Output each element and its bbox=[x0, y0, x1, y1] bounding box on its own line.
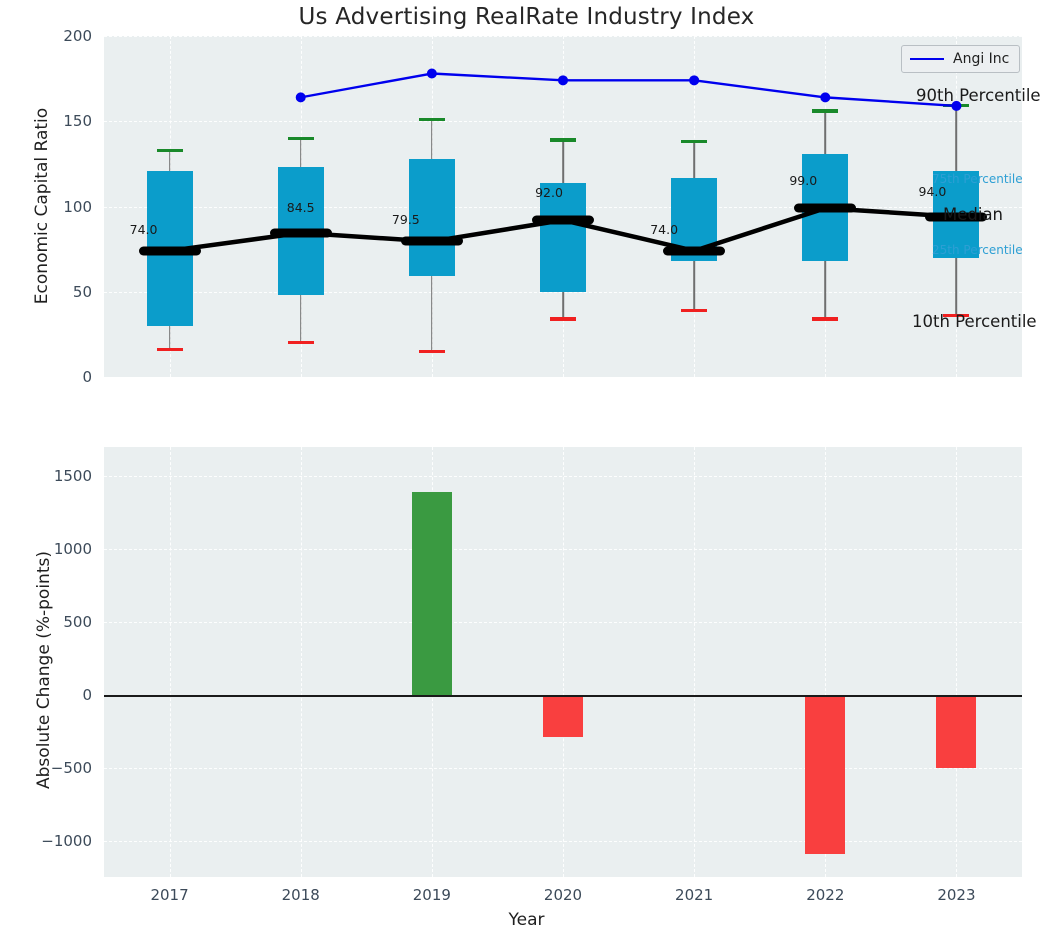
chart-title: Us Advertising RealRate Industry Index bbox=[0, 4, 1053, 30]
top-y-tick-label: 0 bbox=[14, 368, 92, 386]
bottom-y-tick-label: 1500 bbox=[14, 467, 92, 485]
x-tick-label-2019: 2019 bbox=[413, 886, 451, 904]
economic-capital-ratio-panel: 74.084.579.592.074.099.094.0 bbox=[104, 36, 1022, 377]
angi-inc-data-point bbox=[558, 75, 568, 85]
legend-label-angi-inc: Angi Inc bbox=[953, 51, 1009, 67]
bottom-vertical-gridline bbox=[694, 447, 695, 877]
legend-line-swatch bbox=[910, 58, 944, 60]
top-y-axis-label: Economic Capital Ratio bbox=[32, 56, 52, 356]
annotation-75th-percentile: 75th Percentile bbox=[932, 172, 1023, 186]
chart-legend[interactable]: Angi Inc bbox=[901, 45, 1020, 73]
annotation-median: Median bbox=[943, 205, 1003, 224]
absolute-change-bar-2020 bbox=[543, 695, 583, 737]
x-tick-label-2023: 2023 bbox=[937, 886, 975, 904]
x-tick-label-2020: 2020 bbox=[544, 886, 582, 904]
absolute-change-bar-2019 bbox=[412, 492, 452, 695]
median-value-label: 92.0 bbox=[535, 185, 563, 200]
bottom-vertical-gridline bbox=[563, 447, 564, 877]
median-value-label: 99.0 bbox=[789, 173, 817, 188]
median-value-label: 74.0 bbox=[650, 222, 678, 237]
bottom-vertical-gridline bbox=[956, 447, 957, 877]
angi-inc-data-point bbox=[427, 69, 437, 79]
x-tick-label-2018: 2018 bbox=[282, 886, 320, 904]
zero-baseline bbox=[104, 695, 1022, 697]
angi-inc-series-line bbox=[301, 74, 957, 106]
annotation-90th-percentile: 90th Percentile bbox=[916, 86, 1041, 105]
angi-inc-data-point bbox=[296, 92, 306, 102]
bottom-y-axis-label: Absolute Change (%-points) bbox=[34, 500, 54, 840]
x-tick-label-2022: 2022 bbox=[806, 886, 844, 904]
annotation-25th-percentile: 25th Percentile bbox=[932, 243, 1023, 257]
absolute-change-bar-2022 bbox=[805, 695, 845, 854]
x-tick-label-2021: 2021 bbox=[675, 886, 713, 904]
absolute-change-bar-2023 bbox=[936, 695, 976, 768]
top-y-tick-label: 200 bbox=[14, 27, 92, 45]
median-value-label: 84.5 bbox=[287, 200, 315, 215]
x-axis-label: Year bbox=[0, 910, 1053, 930]
x-tick-label-2017: 2017 bbox=[150, 886, 188, 904]
annotation-10th-percentile: 10th Percentile bbox=[912, 312, 1037, 331]
angi-inc-data-point bbox=[689, 75, 699, 85]
bottom-vertical-gridline bbox=[301, 447, 302, 877]
top-y-tick-label: 150 bbox=[14, 112, 92, 130]
chart-root: Us Advertising RealRate Industry Index 7… bbox=[0, 0, 1053, 942]
bottom-vertical-gridline bbox=[170, 447, 171, 877]
absolute-change-panel bbox=[104, 447, 1022, 877]
median-and-series-lines bbox=[104, 36, 1022, 377]
angi-inc-data-point bbox=[820, 92, 830, 102]
median-value-label: 74.0 bbox=[130, 222, 158, 237]
median-value-label: 79.5 bbox=[392, 212, 420, 227]
top-y-tick-label: 50 bbox=[14, 283, 92, 301]
top-y-tick-label: 100 bbox=[14, 198, 92, 216]
